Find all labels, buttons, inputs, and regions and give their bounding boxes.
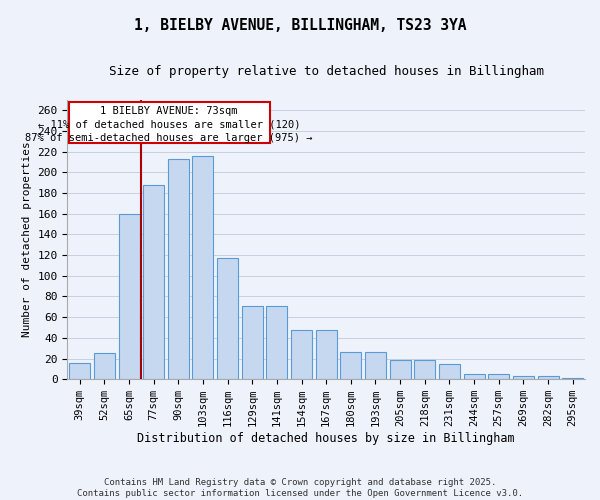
Bar <box>464 374 485 379</box>
Bar <box>193 156 214 379</box>
Text: 87% of semi-detached houses are larger (975) →: 87% of semi-detached houses are larger (… <box>25 133 313 143</box>
Bar <box>340 352 361 379</box>
Text: ← 11% of detached houses are smaller (120): ← 11% of detached houses are smaller (12… <box>38 120 301 130</box>
Bar <box>488 374 509 379</box>
Bar <box>439 364 460 379</box>
Bar <box>266 306 287 379</box>
Bar <box>168 159 189 379</box>
FancyBboxPatch shape <box>68 102 269 144</box>
Bar <box>242 306 263 379</box>
Bar <box>316 330 337 379</box>
Bar <box>538 376 559 379</box>
Text: 1, BIELBY AVENUE, BILLINGHAM, TS23 3YA: 1, BIELBY AVENUE, BILLINGHAM, TS23 3YA <box>134 18 466 32</box>
Bar <box>513 376 534 379</box>
Bar <box>119 214 140 379</box>
Bar <box>69 362 90 379</box>
Title: Size of property relative to detached houses in Billingham: Size of property relative to detached ho… <box>109 65 544 78</box>
Bar <box>389 360 410 379</box>
Bar <box>291 330 312 379</box>
Bar <box>365 352 386 379</box>
Text: 1 BIELBY AVENUE: 73sqm: 1 BIELBY AVENUE: 73sqm <box>100 106 238 116</box>
Bar <box>562 378 583 379</box>
Text: Contains HM Land Registry data © Crown copyright and database right 2025.
Contai: Contains HM Land Registry data © Crown c… <box>77 478 523 498</box>
Bar <box>217 258 238 379</box>
Bar <box>94 354 115 379</box>
Y-axis label: Number of detached properties: Number of detached properties <box>22 142 32 338</box>
Bar <box>415 360 435 379</box>
Bar <box>143 185 164 379</box>
X-axis label: Distribution of detached houses by size in Billingham: Distribution of detached houses by size … <box>137 432 515 445</box>
